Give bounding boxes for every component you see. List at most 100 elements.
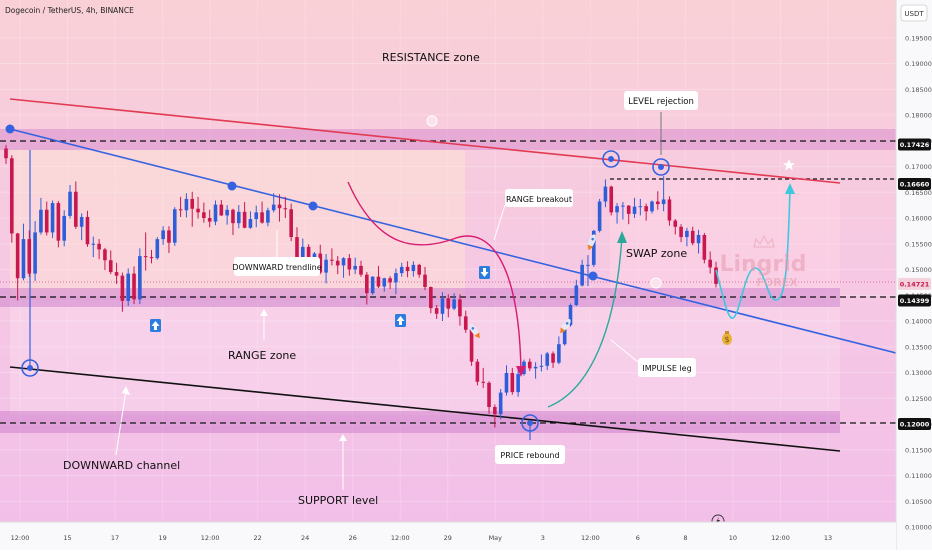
resistance-zone-label: RESISTANCE zone	[382, 51, 480, 64]
watermark-sub-text: FOREX	[756, 276, 798, 289]
y-tick-label: 0.13000	[905, 369, 932, 377]
x-tick-label: 13	[824, 534, 832, 542]
symbol-title: Dogecoin / TetherUS, 4h, BINANCE	[5, 6, 134, 15]
candle	[4, 144, 8, 164]
support-touch-circle[interactable]	[21, 359, 39, 377]
resistance-zone-band	[0, 129, 896, 150]
impulse-leg-label: IMPULSE leg	[642, 364, 691, 373]
candle	[143, 232, 148, 271]
candle	[318, 244, 323, 275]
downward-channel-label: DOWNWARD channel	[63, 459, 180, 472]
x-tick-label: 12:00	[391, 534, 410, 542]
impulse-leg-curve	[547, 235, 623, 408]
price-axis-background	[896, 0, 932, 550]
candle	[632, 197, 637, 218]
time-axis-background	[0, 522, 896, 550]
time-axis[interactable]: 12:00 15 17 19 12:00 22 24 26 12:00 29 May 3 12:00 6 8…	[11, 534, 833, 542]
y-tick-label: 0.18500	[905, 86, 932, 94]
y-tick-label: 0.15500	[905, 240, 932, 248]
candle	[172, 207, 177, 246]
candle	[574, 279, 579, 307]
candle	[190, 191, 195, 227]
trendline-anchor-1[interactable]	[5, 124, 15, 134]
candle	[417, 263, 422, 278]
candle	[97, 239, 101, 260]
price-tag-label: 0.14399	[900, 297, 930, 305]
candle	[33, 221, 37, 281]
channel-pointer-head	[122, 386, 130, 395]
candle	[236, 205, 241, 229]
up-arrow-icon[interactable]	[395, 314, 406, 327]
candle	[62, 210, 67, 247]
y-tick-label: 0.10000	[905, 524, 932, 532]
level-rejection-box	[624, 91, 698, 110]
candle	[527, 358, 532, 371]
y-tick-label: 0.16000	[905, 215, 932, 223]
x-tick-label: 12:00	[771, 534, 790, 542]
candle	[120, 272, 125, 312]
swap-zone-label: SWAP zone	[626, 247, 687, 260]
candle	[155, 237, 160, 260]
candle	[266, 207, 270, 227]
price-tag	[898, 178, 931, 191]
up-arrow-icon[interactable]	[150, 319, 161, 332]
channel-upper-trendline[interactable]	[9, 128, 897, 354]
y-tick-label: 0.12500	[905, 395, 932, 403]
price-tag	[898, 294, 931, 307]
candle	[196, 196, 200, 219]
downward-trendline-label: DOWNWARD trendline	[232, 263, 321, 272]
candle	[551, 351, 555, 368]
trendline-anchor-3[interactable]	[308, 201, 318, 211]
candle	[626, 205, 631, 225]
price-tag-label: 0.16660	[900, 181, 930, 189]
candle	[219, 199, 224, 216]
resistance-trendline[interactable]	[9, 98, 841, 184]
candle	[359, 260, 363, 277]
rebound-circle-dot	[527, 420, 533, 426]
candle	[91, 236, 96, 258]
candle	[114, 262, 119, 284]
candle	[68, 185, 72, 219]
candle	[568, 303, 573, 327]
x-tick-label: 3	[541, 534, 545, 542]
candle	[580, 259, 584, 287]
rejection-circle-right[interactable]	[652, 158, 670, 176]
x-tick-label: 12:00	[201, 534, 220, 542]
candle	[295, 227, 299, 262]
currency-badge[interactable]	[900, 4, 928, 22]
price-tag-label: 0.14721	[900, 280, 930, 288]
impulse-pointer	[610, 339, 639, 363]
support-trendline[interactable]	[9, 366, 841, 452]
x-tick-label: 12:00	[11, 534, 30, 542]
trendline-anchor-2[interactable]	[227, 181, 237, 191]
candle	[283, 196, 288, 218]
x-tick-label: May	[489, 534, 503, 542]
x-tick-label: 19	[158, 534, 166, 542]
price-tag-label: 0.17426	[900, 141, 930, 149]
candle	[74, 181, 78, 229]
candle	[231, 208, 235, 235]
trendline-anchor-4[interactable]	[588, 271, 598, 281]
lingrid-watermark: Lingrid FOREX	[719, 234, 807, 289]
rejection-circle-left[interactable]	[602, 150, 620, 168]
rebound-circle[interactable]	[521, 414, 539, 432]
zone-marker-mid	[650, 277, 662, 289]
candle	[353, 257, 357, 275]
candle	[138, 248, 142, 305]
candle	[388, 276, 392, 290]
candle	[481, 367, 486, 388]
x-tick-label: 10	[729, 534, 737, 542]
candle	[126, 268, 131, 307]
candle	[10, 155, 14, 243]
candle	[603, 179, 608, 208]
candle	[376, 265, 381, 289]
candle	[149, 249, 154, 264]
down-arrow-icon[interactable]	[479, 266, 490, 279]
candle	[132, 266, 136, 305]
star-icon	[783, 159, 795, 171]
candle	[650, 200, 654, 214]
y-tick-label: 0.10500	[905, 498, 932, 506]
price-rebound-box	[495, 445, 565, 464]
